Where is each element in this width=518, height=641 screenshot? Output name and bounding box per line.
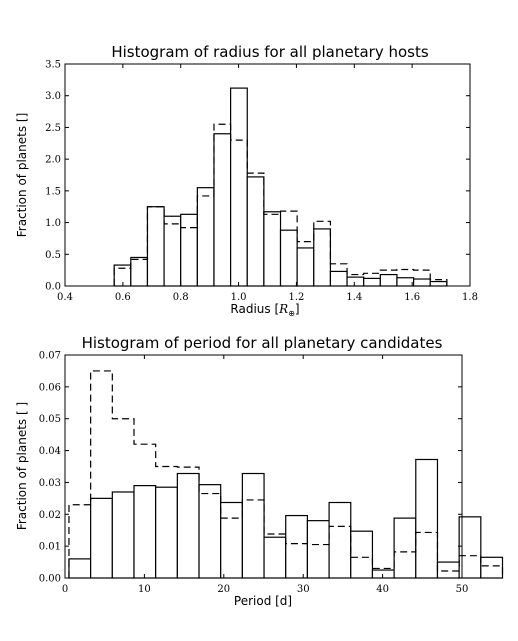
radius-bar <box>396 277 415 287</box>
period-x-tick-label: 40 <box>376 584 389 595</box>
radius-x-tick-label: 0.4 <box>57 292 73 303</box>
period-bar <box>371 569 395 579</box>
period-bar <box>415 458 439 579</box>
radius-bar <box>130 256 149 287</box>
period-bar <box>285 514 309 579</box>
radius-bar <box>146 206 165 287</box>
period-plot-frame <box>64 354 463 579</box>
period-y-tick-label: 0.01 <box>39 542 61 553</box>
period-x-tick-label: 10 <box>138 584 151 595</box>
period-bar <box>480 556 504 579</box>
period-histogram-title: Histogram of period for all planetary ca… <box>82 334 443 352</box>
radius-x-tick-label: 1.4 <box>346 292 362 303</box>
radius-bar <box>363 277 381 287</box>
radius-bar <box>279 229 298 287</box>
period-bar <box>176 472 200 579</box>
radius-bar <box>213 133 232 287</box>
radius-y-axis-label: Fraction of planets [] <box>15 113 29 238</box>
period-bar <box>458 516 482 579</box>
radius-y-tick-label: 0.0 <box>45 282 61 293</box>
period-bar <box>198 484 222 579</box>
period-x-tick-label: 30 <box>297 584 310 595</box>
radius-bar <box>429 280 448 287</box>
radius-plot-frame <box>64 63 471 287</box>
radius-x-tick-label: 1.8 <box>462 292 478 303</box>
period-histogram-panel: Histogram of period for all planetary ca… <box>15 334 504 608</box>
period-bar <box>436 561 460 579</box>
period-bar <box>155 486 178 579</box>
period-bar <box>133 485 157 579</box>
radius-y-tick-label: 3.5 <box>45 60 61 71</box>
radius-x-tick-label: 0.8 <box>173 292 189 303</box>
period-y-tick-label: 0.05 <box>39 414 61 425</box>
period-histogram-bars <box>68 370 504 579</box>
period-x-axis-label: Period [d] <box>234 594 292 608</box>
radius-bar <box>246 176 265 287</box>
period-y-axis-label: Fraction of planets [ ] <box>15 402 29 530</box>
period-y-tick-label: 0.03 <box>39 478 61 489</box>
radius-x-tick-label: 0.6 <box>115 292 131 303</box>
period-y-tick-label: 0.07 <box>39 351 61 362</box>
period-bar <box>306 520 330 579</box>
period-bar <box>241 472 265 579</box>
radius-y-tick-label: 0.5 <box>45 250 61 261</box>
period-histogram-ticks: 0 10 20 30 40 50 0.00 0.01 0.02 0.03 0.04 0.05 0.06 0… <box>39 351 469 596</box>
period-y-tick-label: 0.02 <box>39 510 61 521</box>
radius-x-axis-label: Radius [R⊕] <box>230 302 299 318</box>
radius-bar <box>329 270 348 287</box>
radius-y-tick-label: 3.0 <box>45 91 61 102</box>
period-x-tick-label: 20 <box>217 584 230 595</box>
radius-bar <box>296 247 315 287</box>
period-y-tick-label: 0.04 <box>39 446 61 457</box>
radius-y-tick-label: 1.5 <box>45 186 61 197</box>
radius-bar <box>196 187 215 287</box>
radius-y-tick-label: 1.0 <box>45 218 61 229</box>
radius-bar <box>180 213 198 287</box>
radius-bar <box>346 276 365 287</box>
radius-bar <box>412 278 431 287</box>
radius-x-tick-label: 1.6 <box>404 292 420 303</box>
radius-bar <box>230 87 248 287</box>
radius-histogram-bars <box>113 87 448 287</box>
period-bar <box>350 530 374 579</box>
radius-y-tick-label: 2.5 <box>45 123 61 134</box>
radius-histogram-ticks: 0.4 0.6 0.8 1.0 1.2 1.4 1.6 1.8 0.0 0.5 1.0 1.5 2.0 2… <box>45 60 478 304</box>
period-bar <box>220 501 243 579</box>
radius-y-tick-label: 2.0 <box>45 155 61 166</box>
radius-bar <box>379 273 398 287</box>
radius-x-tick-label: 1.0 <box>231 292 247 303</box>
period-x-tick-label: 0 <box>62 584 68 595</box>
radius-dashed-series-line <box>113 123 448 286</box>
period-y-tick-label: 0.06 <box>39 382 61 393</box>
period-bar <box>111 491 135 579</box>
period-bar <box>263 536 287 579</box>
radius-bar <box>163 215 182 287</box>
period-dashed-series-line <box>68 370 504 578</box>
radius-x-tick-label: 1.2 <box>288 292 304 303</box>
radius-histogram-panel: Histogram of radius for all planetary ho… <box>15 43 478 318</box>
period-bar <box>328 501 352 579</box>
period-bar <box>90 497 113 579</box>
period-bar <box>393 517 417 579</box>
period-bar <box>68 558 92 579</box>
radius-bar <box>263 211 282 287</box>
radius-bar <box>313 228 332 287</box>
period-y-tick-label: 0.00 <box>39 574 61 585</box>
period-x-tick-label: 50 <box>456 584 469 595</box>
radius-histogram-title: Histogram of radius for all planetary ho… <box>111 43 429 61</box>
